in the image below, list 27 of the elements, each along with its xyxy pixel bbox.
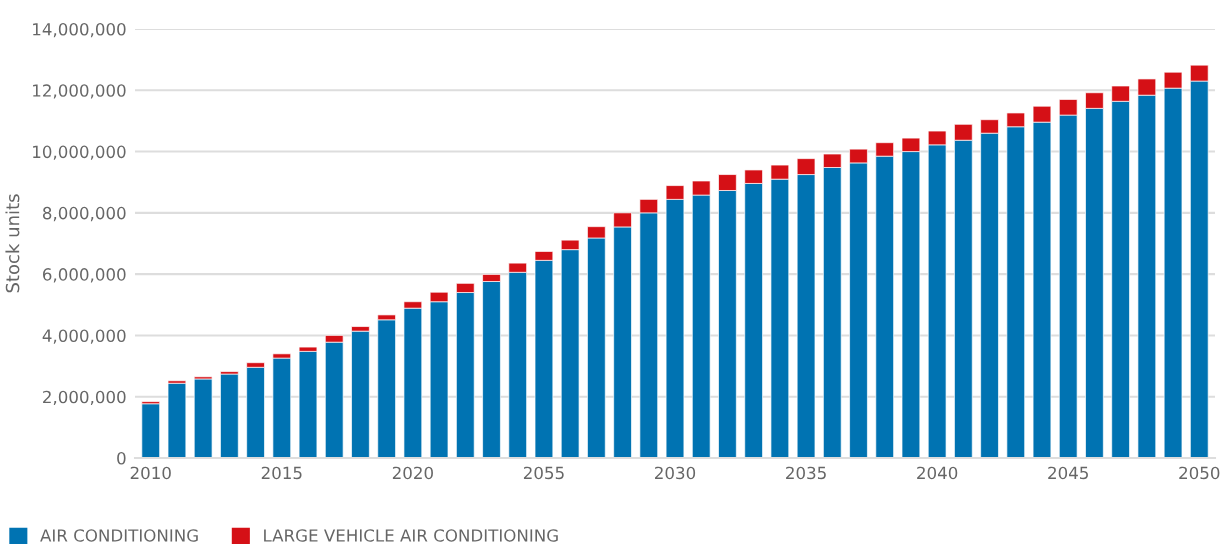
y-tick-label: 4,000,000 (42, 329, 126, 344)
y-tick-label: 2,000,000 (43, 390, 126, 405)
x-tick-label: 2045 (1048, 466, 1088, 480)
y-tick-label: 6,000,000 (43, 268, 126, 283)
y-axis-title: Stock units (5, 194, 20, 293)
x-tick-label: 2035 (786, 466, 826, 480)
bar (351, 330, 370, 458)
bar (141, 403, 160, 458)
x-tick-label: 2030 (655, 466, 696, 480)
legend-label: AIR CONDITIONING (40, 529, 198, 542)
bar (272, 357, 292, 458)
x-tick-label: 2050 (1179, 466, 1220, 480)
y-tick-label: 8,000,000 (42, 206, 126, 222)
legend-label: LARGE VEHICLE AIR CONDITIONING (264, 529, 558, 542)
y-tick-label: 12,000,000 (33, 84, 126, 99)
bar (220, 373, 239, 458)
bar (246, 366, 265, 458)
x-tick-label: 2015 (261, 466, 302, 480)
y-tick-label: 14,000,000 (33, 22, 126, 38)
x-tick-label: 2055 (523, 466, 564, 480)
x-tick-label: 2010 (130, 466, 171, 480)
x-tick-label: 2040 (917, 466, 958, 480)
bar (193, 378, 213, 458)
bar (167, 382, 187, 458)
y-tick-label: 0 (117, 451, 126, 465)
x-tick-label: 2020 (392, 466, 433, 480)
y-tick-label: 10,000,000 (33, 145, 126, 160)
